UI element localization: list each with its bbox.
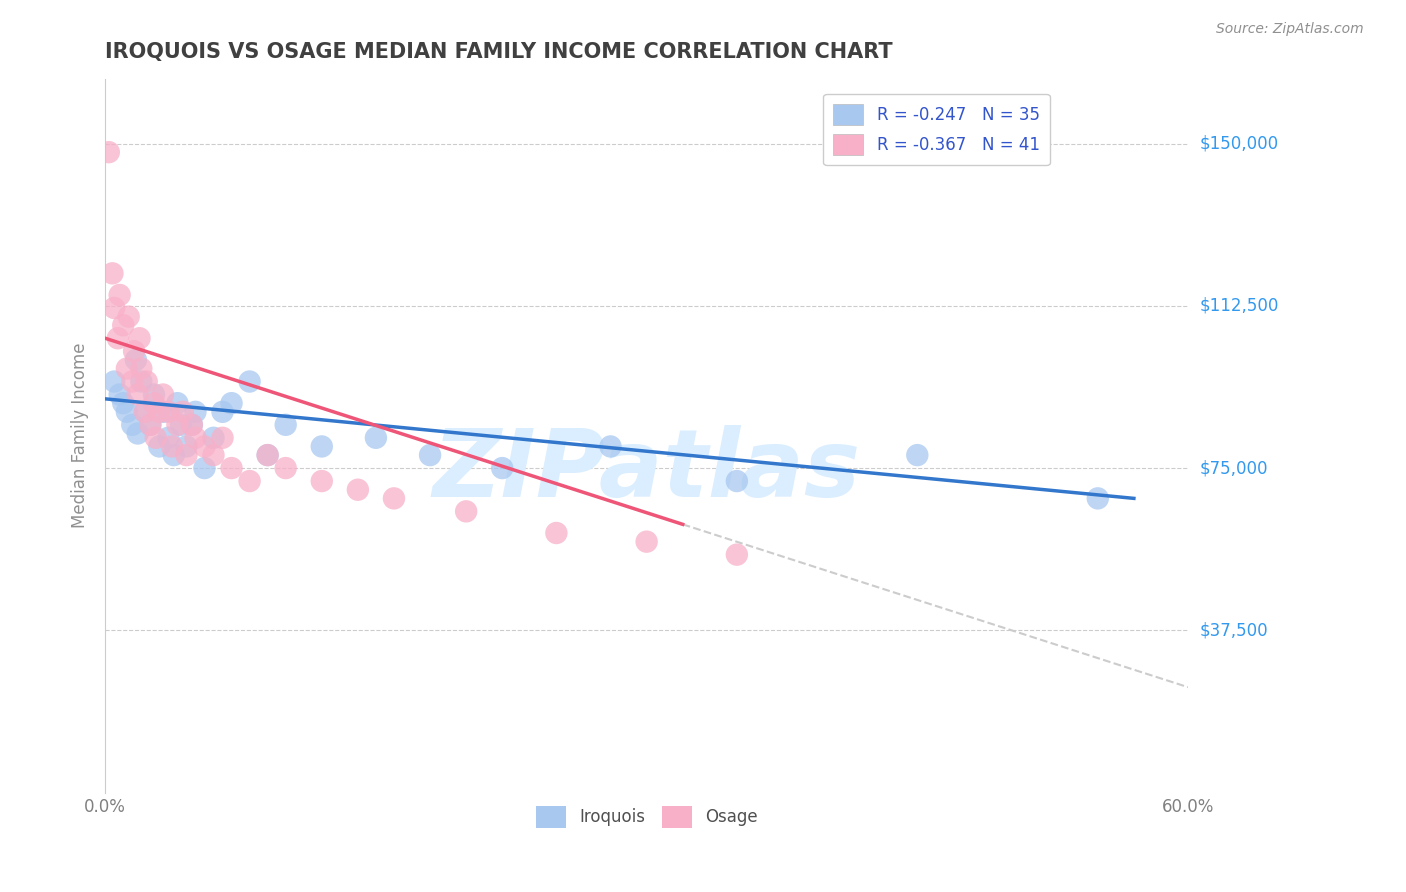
Point xyxy=(1087,491,1109,506)
Point xyxy=(157,431,180,445)
Point xyxy=(599,439,621,453)
Point xyxy=(103,301,125,315)
Point xyxy=(166,396,188,410)
Point xyxy=(221,396,243,410)
Point xyxy=(115,405,138,419)
Point xyxy=(546,526,568,541)
Point xyxy=(170,417,193,432)
Point xyxy=(239,474,262,488)
Point xyxy=(142,387,165,401)
Y-axis label: Median Family Income: Median Family Income xyxy=(72,343,89,528)
Point xyxy=(127,387,149,401)
Point xyxy=(382,491,405,506)
Point xyxy=(97,145,120,160)
Point xyxy=(152,405,174,419)
Point xyxy=(148,439,170,453)
Point xyxy=(128,331,150,345)
Point xyxy=(115,361,138,376)
Point xyxy=(274,461,297,475)
Point xyxy=(184,431,207,445)
Text: $75,000: $75,000 xyxy=(1199,459,1268,477)
Point xyxy=(152,387,174,401)
Point xyxy=(202,431,225,445)
Point xyxy=(112,318,135,333)
Point xyxy=(221,461,243,475)
Point xyxy=(211,431,233,445)
Point xyxy=(135,375,157,389)
Point xyxy=(905,448,928,462)
Point xyxy=(274,417,297,432)
Point xyxy=(636,534,658,549)
Point xyxy=(108,387,131,401)
Text: ZIPatlas: ZIPatlas xyxy=(433,425,860,517)
Text: Source: ZipAtlas.com: Source: ZipAtlas.com xyxy=(1216,22,1364,37)
Point xyxy=(127,426,149,441)
Point xyxy=(176,439,198,453)
Point xyxy=(121,417,143,432)
Point xyxy=(125,352,148,367)
Point xyxy=(419,448,441,462)
Point xyxy=(256,448,278,462)
Point xyxy=(193,439,215,453)
Point xyxy=(176,448,198,462)
Text: $112,500: $112,500 xyxy=(1199,297,1278,315)
Point xyxy=(145,431,167,445)
Point xyxy=(107,331,129,345)
Point xyxy=(166,417,188,432)
Text: $150,000: $150,000 xyxy=(1199,135,1278,153)
Text: $37,500: $37,500 xyxy=(1199,622,1268,640)
Point xyxy=(239,375,262,389)
Point xyxy=(108,288,131,302)
Point xyxy=(163,448,186,462)
Point xyxy=(131,375,153,389)
Point xyxy=(725,474,748,488)
Point xyxy=(172,405,194,419)
Point xyxy=(256,448,278,462)
Point xyxy=(491,461,513,475)
Point xyxy=(184,405,207,419)
Point xyxy=(134,405,156,419)
Point xyxy=(193,461,215,475)
Point xyxy=(347,483,370,497)
Point xyxy=(211,405,233,419)
Point xyxy=(121,375,143,389)
Point xyxy=(157,405,180,419)
Legend: Iroquois, Osage: Iroquois, Osage xyxy=(529,799,765,834)
Text: IROQUOIS VS OSAGE MEDIAN FAMILY INCOME CORRELATION CHART: IROQUOIS VS OSAGE MEDIAN FAMILY INCOME C… xyxy=(105,42,893,62)
Point xyxy=(202,448,225,462)
Point xyxy=(725,548,748,562)
Point xyxy=(112,396,135,410)
Point xyxy=(180,417,202,432)
Point xyxy=(142,396,165,410)
Point xyxy=(364,431,387,445)
Point xyxy=(160,439,183,453)
Point xyxy=(103,375,125,389)
Point xyxy=(139,417,162,432)
Point xyxy=(118,310,141,324)
Point xyxy=(311,439,333,453)
Point xyxy=(456,504,478,518)
Point xyxy=(139,417,162,432)
Point xyxy=(101,266,124,280)
Point xyxy=(122,344,145,359)
Point xyxy=(134,405,156,419)
Point xyxy=(148,405,170,419)
Point xyxy=(131,361,153,376)
Point xyxy=(311,474,333,488)
Point xyxy=(180,417,202,432)
